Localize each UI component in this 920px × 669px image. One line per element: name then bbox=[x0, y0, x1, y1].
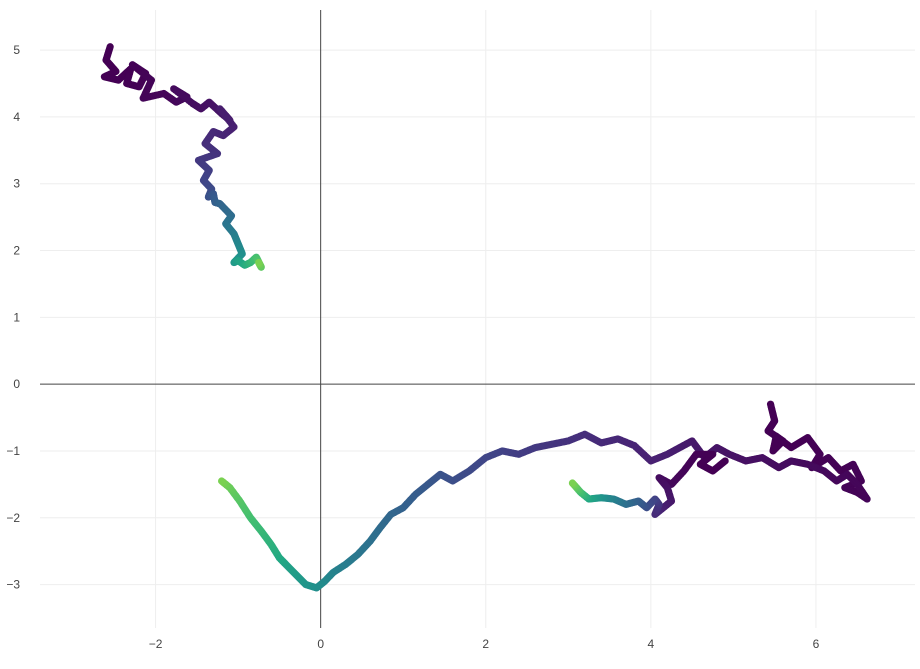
x-tick-label: −2 bbox=[149, 637, 163, 651]
y-tick-label: 0 bbox=[13, 377, 20, 391]
data-point bbox=[218, 477, 226, 485]
data-point bbox=[255, 258, 263, 267]
y-tick-label: 4 bbox=[13, 110, 20, 124]
y-tick-label: 3 bbox=[13, 177, 20, 191]
x-tick-label: 4 bbox=[648, 637, 655, 651]
y-tick-label: 1 bbox=[13, 310, 20, 324]
y-tick-label: −3 bbox=[6, 578, 20, 592]
y-tick-label: −2 bbox=[6, 511, 20, 525]
y-tick-label: −1 bbox=[6, 444, 20, 458]
data-points bbox=[100, 43, 871, 592]
grid-layer bbox=[40, 10, 915, 628]
y-tick-label: 5 bbox=[13, 43, 20, 57]
tick-labels: −2 0 2 4 6 5 4 3 2 1 0 −1 −2 −3 bbox=[6, 43, 819, 651]
x-tick-label: 2 bbox=[482, 637, 489, 651]
x-tick-label: 6 bbox=[813, 637, 820, 651]
data-point bbox=[568, 479, 577, 487]
y-tick-label: 2 bbox=[13, 244, 20, 258]
zero-lines bbox=[40, 10, 915, 628]
x-tick-label: 0 bbox=[317, 637, 324, 651]
